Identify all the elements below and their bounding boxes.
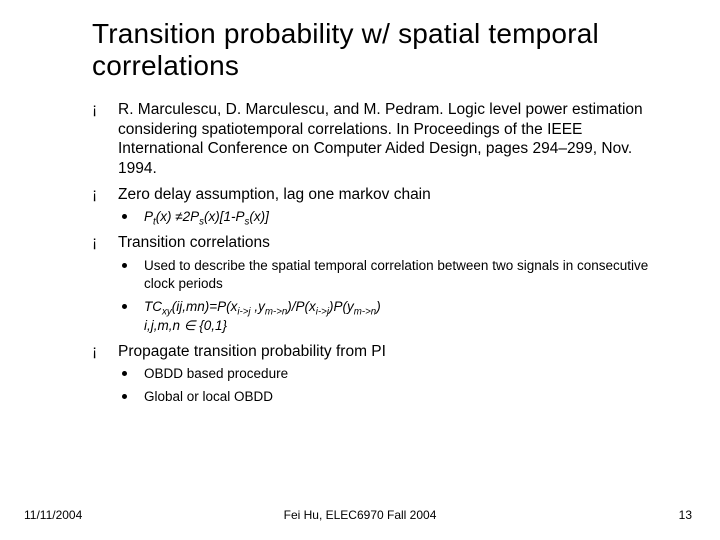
footer-page-number: 13	[679, 508, 692, 522]
sub-bullet-formula-pt: Pt(x) ≠2Ps(x)[1-Ps(x)]	[118, 208, 662, 226]
sub-bullet-text: Used to describe the spatial temporal co…	[144, 258, 648, 291]
sub-bullet-list: Pt(x) ≠2Ps(x)[1-Ps(x)]	[118, 208, 662, 226]
sub-bullet-formula-tc: TCxy(ij,mn)=P(xi->j ,ym->n)/P(xi->j)P(ym…	[118, 298, 662, 334]
slide-footer: 11/11/2004 Fei Hu, ELEC6970 Fall 2004 13	[0, 508, 720, 526]
sub-bullet-text: Global or local OBDD	[144, 389, 273, 404]
bullet-text: Zero delay assumption, lag one markov ch…	[118, 186, 431, 203]
bullet-propagate: Propagate transition probability from PI…	[92, 342, 662, 407]
formula-text: TCxy(ij,mn)=P(xi->j ,ym->n)/P(xi->j)P(ym…	[144, 299, 381, 332]
bullet-citation: R. Marculescu, D. Marculescu, and M. Ped…	[92, 100, 662, 178]
slide-title: Transition probability w/ spatial tempor…	[92, 18, 662, 82]
sub-bullet-list: Used to describe the spatial temporal co…	[118, 257, 662, 335]
sub-bullet-obdd-proc: OBDD based procedure	[118, 365, 662, 383]
footer-author: Fei Hu, ELEC6970 Fall 2004	[0, 508, 720, 522]
sub-bullet-text: OBDD based procedure	[144, 366, 288, 381]
formula-text: Pt(x) ≠2Ps(x)[1-Ps(x)]	[144, 209, 269, 224]
bullet-list: R. Marculescu, D. Marculescu, and M. Ped…	[92, 100, 662, 406]
sub-bullet-list: OBDD based procedure Global or local OBD…	[118, 365, 662, 406]
bullet-transition-corr: Transition correlations Used to describe…	[92, 233, 662, 334]
bullet-zero-delay: Zero delay assumption, lag one markov ch…	[92, 185, 662, 227]
bullet-text: R. Marculescu, D. Marculescu, and M. Ped…	[118, 101, 643, 176]
bullet-text: Transition correlations	[118, 234, 270, 251]
sub-bullet-description: Used to describe the spatial temporal co…	[118, 257, 662, 293]
sub-bullet-obdd-scope: Global or local OBDD	[118, 388, 662, 406]
slide: Transition probability w/ spatial tempor…	[0, 0, 720, 540]
bullet-text: Propagate transition probability from PI	[118, 343, 386, 360]
